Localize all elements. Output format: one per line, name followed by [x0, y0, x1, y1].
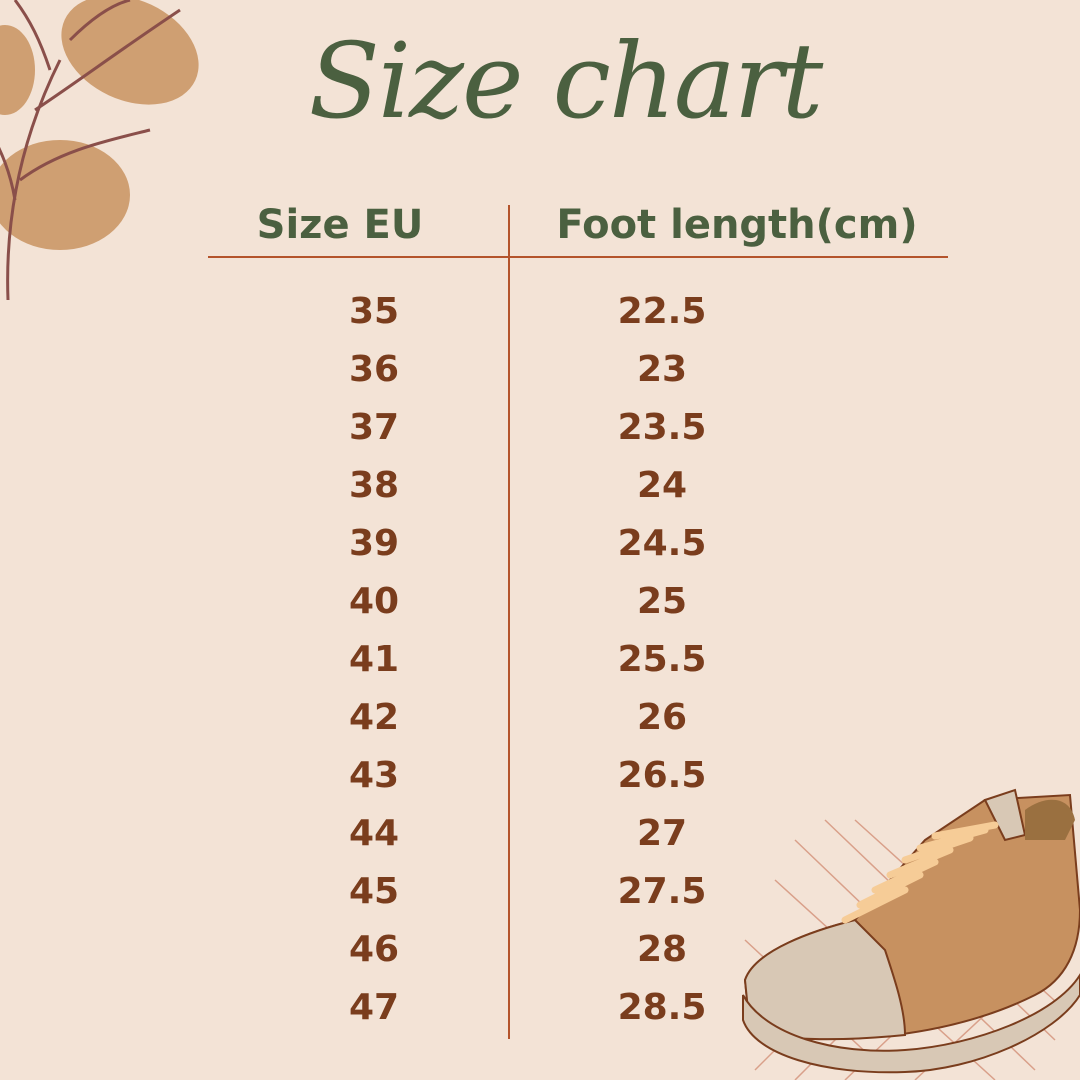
foot-length-cell: 24 — [636, 465, 688, 506]
size-eu-cell: 36 — [348, 349, 400, 390]
leaf-branch-decoration — [0, 0, 199, 301]
size-eu-cell: 39 — [348, 523, 400, 564]
foot-length-cell: 26.5 — [617, 755, 707, 796]
foot-length-cell: 27.5 — [617, 871, 707, 912]
foot-length-cell: 27 — [636, 813, 688, 854]
sneaker-illustration — [742, 788, 1080, 1080]
foot-length-cell: 23 — [636, 349, 688, 390]
size-eu-cell: 40 — [348, 581, 400, 622]
size-eu-cell: 47 — [348, 987, 400, 1028]
column-divider — [508, 205, 510, 1039]
size-eu-cell: 42 — [348, 697, 400, 738]
size-eu-cell: 38 — [348, 465, 400, 506]
header-divider — [208, 256, 948, 258]
foot-length-cell: 24.5 — [617, 523, 707, 564]
size-eu-cell: 44 — [348, 813, 400, 854]
header-size-eu: Size EU — [256, 202, 424, 248]
size-eu-cell: 41 — [348, 639, 400, 680]
foot-length-cell: 23.5 — [617, 407, 707, 448]
size-eu-cell: 37 — [348, 407, 400, 448]
size-eu-cell: 43 — [348, 755, 400, 796]
foot-length-cell: 25 — [636, 581, 688, 622]
size-eu-cell: 35 — [348, 291, 400, 332]
foot-length-cell: 25.5 — [617, 639, 707, 680]
page-title: Size chart — [308, 20, 824, 142]
size-eu-cell: 45 — [348, 871, 400, 912]
foot-length-cell: 22.5 — [617, 291, 707, 332]
foot-length-cell: 28.5 — [617, 987, 707, 1028]
header-foot-length: Foot length(cm) — [556, 202, 918, 248]
size-eu-cell: 46 — [348, 929, 400, 970]
foot-length-cell: 26 — [636, 697, 688, 738]
foot-length-cell: 28 — [636, 929, 688, 970]
